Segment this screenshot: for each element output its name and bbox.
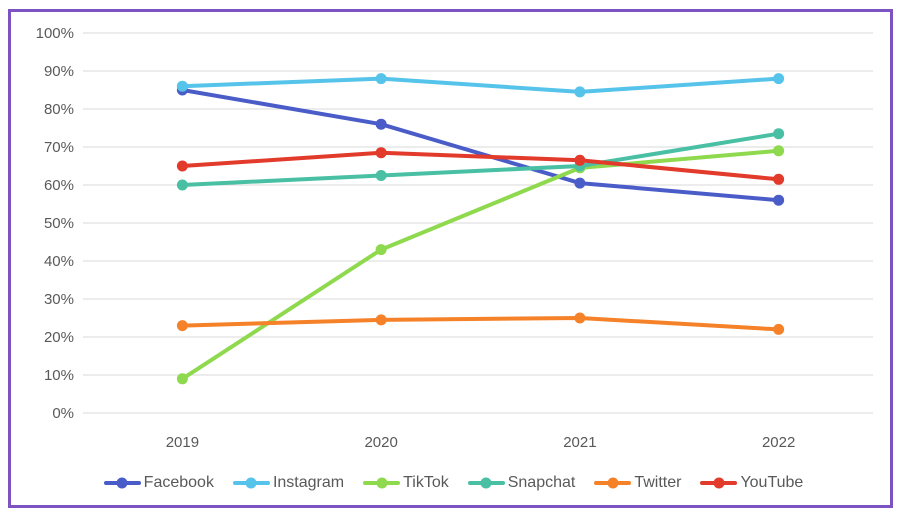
legend-label: YouTube (740, 474, 804, 491)
legend-label: Instagram (272, 474, 345, 491)
data-point (773, 145, 785, 157)
data-point (375, 118, 387, 130)
x-axis-label: 2022 (762, 434, 795, 451)
data-point (176, 179, 188, 191)
series-line (180, 316, 781, 332)
legend-marker-dot (480, 477, 492, 489)
y-axis-tick-label: 100% (36, 25, 74, 42)
legend-marker (467, 477, 505, 489)
data-point (176, 80, 188, 92)
legend-marker (103, 477, 141, 489)
y-axis-tick-label: 10% (44, 367, 74, 384)
legend-label: Twitter (634, 474, 682, 491)
data-point (574, 86, 586, 98)
y-axis-tick-label: 0% (52, 405, 74, 422)
legend-marker-dot (116, 477, 128, 489)
legend-item-twitter: Twitter (594, 475, 681, 491)
legend-marker-dot (376, 477, 388, 489)
legend-item-tiktok: TikTok (363, 475, 449, 491)
y-axis-tick-label: 30% (44, 291, 74, 308)
y-axis-tick-label: 40% (44, 253, 74, 270)
data-point (375, 147, 387, 159)
legend-item-instagram: Instagram (232, 474, 345, 491)
data-point (773, 128, 785, 140)
x-axis-label: 2020 (364, 434, 397, 451)
chart-frame (8, 9, 893, 508)
series-instagram (176, 73, 785, 98)
data-point (574, 177, 586, 189)
y-axis-tick-label: 50% (44, 215, 74, 232)
legend-marker (700, 477, 738, 489)
data-point (375, 170, 387, 181)
series-twitter (176, 312, 785, 335)
data-point (375, 314, 387, 326)
data-point (176, 373, 188, 385)
legend-item-youtube: YouTube (700, 475, 803, 491)
data-point (773, 194, 785, 206)
data-point (176, 160, 188, 172)
legend-item-facebook: Facebook (103, 474, 214, 491)
series-line (180, 131, 781, 187)
y-axis-tick-label: 20% (44, 329, 74, 346)
y-axis-tick-label: 70% (44, 139, 74, 156)
x-axis-label: 2021 (563, 434, 596, 451)
x-axis-label: 2019 (166, 434, 199, 451)
series-facebook (176, 84, 785, 206)
legend-marker (594, 477, 632, 489)
legend-item-snapchat: Snapchat (467, 474, 576, 491)
legend-label: TikTok (403, 474, 449, 491)
legend-marker-dot (713, 477, 725, 489)
data-point (176, 320, 188, 332)
series-youtube (176, 147, 785, 185)
data-point (375, 73, 387, 85)
series-line (180, 150, 781, 182)
data-point (574, 312, 586, 324)
legend-marker-dot (245, 477, 257, 489)
y-axis-tick-label: 90% (44, 63, 74, 80)
data-point (375, 244, 387, 256)
chart-legend: Facebook Instagram TikTok Snapchat Twitter Yo… (0, 475, 907, 491)
data-point (574, 154, 586, 166)
legend-label: Facebook (143, 474, 214, 491)
legend-marker-dot (607, 477, 619, 489)
legend-label: Snapchat (507, 474, 576, 491)
series-line (180, 76, 781, 94)
y-axis-tick-label: 80% (44, 101, 74, 118)
y-axis-tick-label: 60% (44, 177, 74, 194)
data-point (773, 323, 785, 335)
data-point (773, 173, 785, 185)
legend-marker (232, 477, 270, 489)
series-line (180, 148, 781, 381)
data-point (773, 73, 785, 85)
series-line (180, 88, 781, 203)
legend-marker (363, 477, 401, 489)
